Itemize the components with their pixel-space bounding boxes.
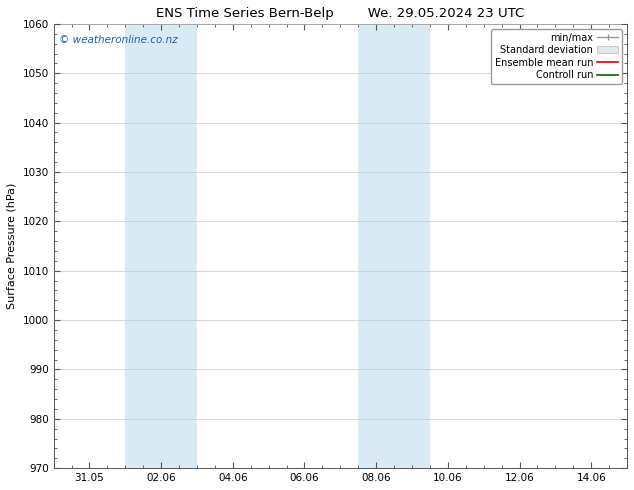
Bar <box>126 24 197 468</box>
Legend: min/max, Standard deviation, Ensemble mean run, Controll run: min/max, Standard deviation, Ensemble me… <box>491 29 622 84</box>
Y-axis label: Surface Pressure (hPa): Surface Pressure (hPa) <box>7 183 17 309</box>
Text: © weatheronline.co.nz: © weatheronline.co.nz <box>60 35 178 45</box>
Bar <box>358 24 430 468</box>
Title: ENS Time Series Bern-Belp        We. 29.05.2024 23 UTC: ENS Time Series Bern-Belp We. 29.05.2024… <box>156 7 524 20</box>
